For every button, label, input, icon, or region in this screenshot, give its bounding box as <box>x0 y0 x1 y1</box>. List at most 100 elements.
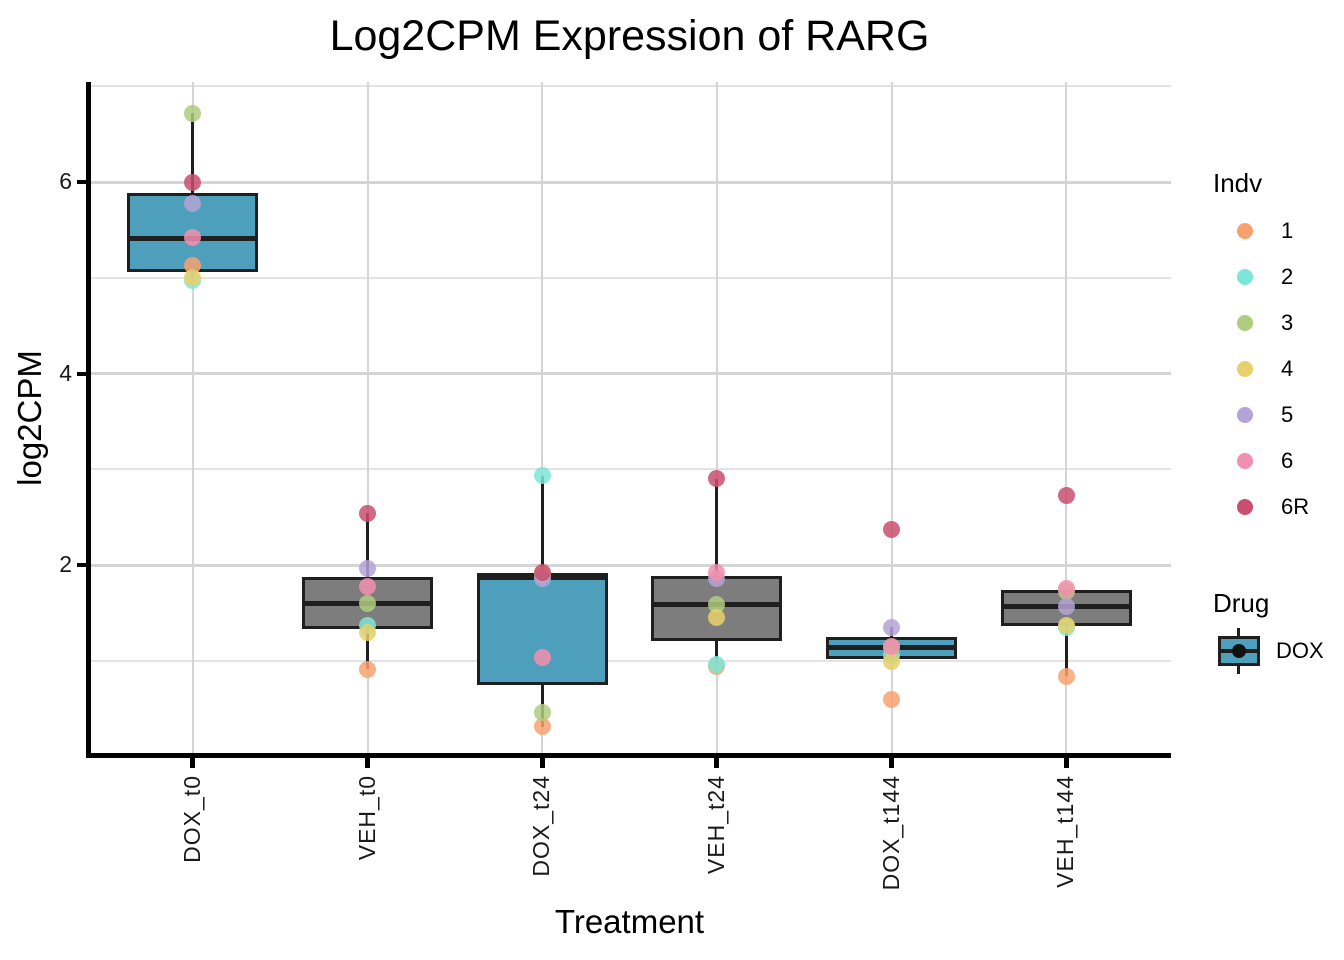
x-tick-mark <box>539 758 545 768</box>
legend-color-dot <box>1237 407 1253 423</box>
legend-indv-entry: 3 <box>1213 300 1309 346</box>
point-indv-6R <box>883 521 901 539</box>
point-indv-6 <box>883 637 901 655</box>
point-indv-4 <box>359 624 376 642</box>
category-gridline <box>1065 82 1068 755</box>
legend-entry-label: 3 <box>1281 310 1294 335</box>
point-indv-1 <box>1057 667 1075 685</box>
category-gridline <box>890 82 893 755</box>
point-indv-3 <box>533 703 551 721</box>
point-indv-1 <box>359 660 376 678</box>
legend-color-dot <box>1237 269 1253 285</box>
category-gridline <box>366 82 369 755</box>
category-gridline <box>541 82 544 755</box>
legend-indv-entry: 4 <box>1213 346 1309 392</box>
category-gridline <box>191 82 194 755</box>
point-indv-5 <box>883 618 901 636</box>
point-indv-1 <box>883 690 901 708</box>
legend-color-dot <box>1237 361 1253 377</box>
legend-indv-entry: 6R <box>1213 484 1309 530</box>
upper-whisker <box>191 113 195 194</box>
x-tick-mark <box>714 758 720 768</box>
point-indv-3 <box>359 594 376 612</box>
point-indv-3 <box>184 104 202 122</box>
point-indv-4 <box>708 609 726 627</box>
point-indv-6R <box>184 174 202 192</box>
legend-color-dot <box>1237 223 1253 239</box>
lower-whisker <box>1064 626 1068 677</box>
point-indv-2 <box>708 656 726 674</box>
point-indv-6 <box>359 577 376 595</box>
point-indv-6 <box>1057 580 1075 598</box>
legend-indv-entry: 6 <box>1213 438 1309 484</box>
y-tick-mark <box>77 371 86 376</box>
y-axis-line <box>86 82 91 758</box>
legend-color-dot <box>1237 499 1253 515</box>
x-axis-title: Treatment <box>554 903 705 940</box>
x-category-label: VEH_t24 <box>702 775 729 875</box>
point-indv-5 <box>184 194 202 212</box>
minor-gridline <box>88 276 1171 279</box>
point-indv-3 <box>708 595 726 613</box>
upper-whisker <box>366 513 369 578</box>
legend-indv-entry: 2 <box>1213 254 1309 300</box>
point-indv-6 <box>184 229 202 247</box>
chart-title: Log2CPM Expression of RARG <box>329 12 930 60</box>
legend-indv: 1 2 3 4 5 6 6R <box>1213 208 1309 530</box>
point-indv-4 <box>883 653 901 671</box>
y-tick-label: 2 <box>59 551 72 577</box>
point-indv-4 <box>1057 616 1075 634</box>
x-axis-line <box>86 753 1171 758</box>
x-tick-mark <box>1063 758 1069 768</box>
y-tick-label: 4 <box>59 359 72 386</box>
x-category-label: DOX_t144 <box>877 775 904 891</box>
point-indv-6R <box>359 504 376 522</box>
major-gridline <box>88 563 1171 567</box>
box-DOX_t24 <box>476 572 608 685</box>
legend-entry-label: 4 <box>1281 356 1294 381</box>
legend-indv-entry: 5 <box>1213 392 1309 438</box>
legend-color-dot <box>1237 453 1253 469</box>
x-tick-mark <box>889 758 895 768</box>
upper-whisker <box>715 478 719 576</box>
y-tick-mark <box>77 180 86 184</box>
legend-indv-title: Indv <box>1213 168 1263 198</box>
minor-gridline <box>88 468 1171 471</box>
legend-entry-label: 5 <box>1281 402 1294 427</box>
x-tick-mark <box>190 758 196 768</box>
y-tick-mark <box>77 563 86 567</box>
glyph-point <box>1232 644 1246 658</box>
major-gridline <box>88 180 1171 184</box>
point-indv-1 <box>533 718 551 736</box>
legend-entry-label: 2 <box>1281 264 1294 289</box>
upper-whisker <box>540 475 544 573</box>
point-indv-6R <box>533 564 551 582</box>
x-category-label: DOX_t24 <box>528 775 555 877</box>
point-indv-5 <box>359 560 376 578</box>
x-category-label: DOX_t0 <box>178 775 205 863</box>
category-gridline <box>715 82 718 755</box>
minor-gridline <box>88 85 1171 88</box>
point-indv-2 <box>533 467 551 485</box>
legend-entry-label: 6 <box>1281 448 1294 473</box>
x-tick-mark <box>365 758 370 768</box>
x-category-label: VEH_t0 <box>353 775 380 861</box>
legend-drug-title: Drug <box>1213 588 1270 618</box>
plot-panel <box>88 82 1171 755</box>
minor-gridline <box>88 659 1171 662</box>
legend-drug-entry-label: DOX <box>1276 638 1324 663</box>
point-indv-6R <box>1057 486 1075 504</box>
legend-indv-entry: 1 <box>1213 208 1309 254</box>
legend-color-dot <box>1237 315 1253 331</box>
legend-entry-label: 6R <box>1281 494 1310 519</box>
lower-whisker <box>366 629 369 670</box>
legend-drug-key-boxplot-glyph <box>1216 628 1262 674</box>
point-indv-5 <box>1057 597 1075 615</box>
point-indv-4 <box>184 269 202 287</box>
lower-whisker <box>715 640 719 667</box>
major-gridline <box>88 372 1171 375</box>
point-indv-6 <box>708 564 726 582</box>
point-indv-6R <box>708 470 726 488</box>
point-indv-6 <box>533 649 551 667</box>
